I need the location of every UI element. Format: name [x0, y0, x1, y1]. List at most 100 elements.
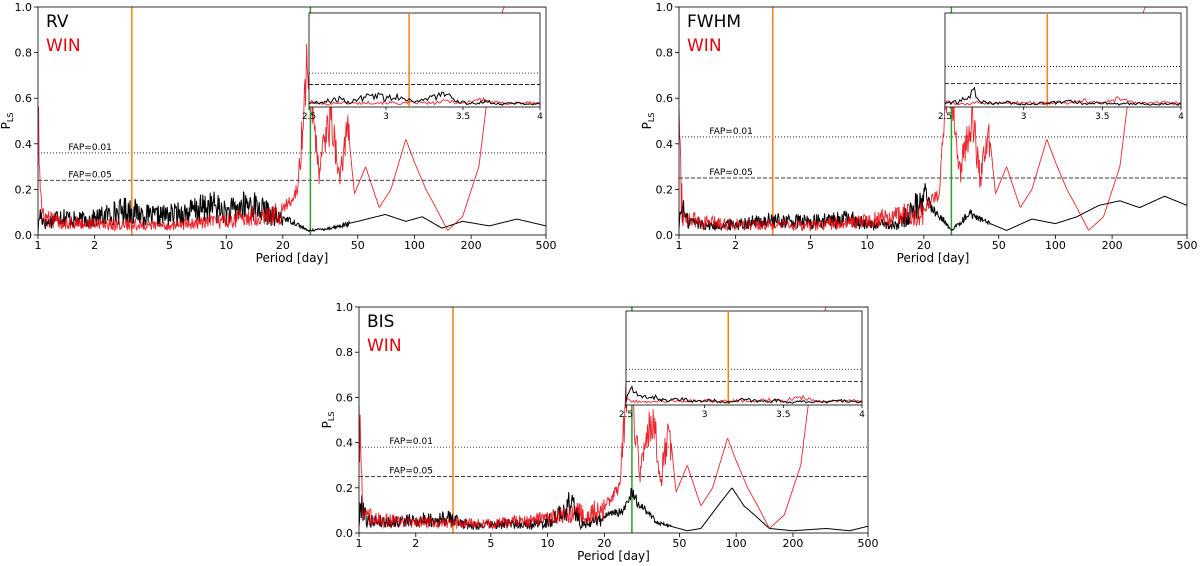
axes-frame — [358, 306, 869, 534]
inset-x-tick-label: 3.5 — [776, 410, 790, 420]
legend-entry-fwhm: FWHM — [687, 12, 741, 32]
x-tick-label: 50 — [351, 239, 365, 252]
y-axis-label: PLS — [0, 113, 15, 130]
fap-label: FAP=0.05 — [709, 168, 753, 178]
x-tick-label: 5 — [487, 537, 494, 550]
x-axis-label: Period [day] — [256, 251, 329, 265]
x-tick-label: 1 — [676, 239, 683, 252]
x-tick-label: 20 — [917, 239, 931, 252]
x-tick-label: 100 — [726, 537, 747, 550]
x-tick-label: 5 — [166, 239, 173, 252]
y-tick-label: 0.0 — [15, 229, 33, 242]
y-tick-label: 0.4 — [336, 437, 354, 450]
inset-frame — [944, 12, 1182, 108]
inset-x-tick-label: 2.5 — [938, 112, 952, 122]
y-tick-label: 0.8 — [656, 47, 674, 60]
inset-x-tick-label: 3 — [383, 112, 389, 122]
inset-series-black — [309, 91, 540, 106]
y-tick-label: 0.2 — [336, 482, 354, 495]
x-tick-label: 10 — [219, 239, 233, 252]
x-tick-label: 1 — [356, 537, 363, 550]
chart-panel-rv: FAP=0.01 FAP=0.05 1 2 5 10 20 50 100 200 500 0.0 0.2… — [0, 1, 557, 265]
legend-entry-bis: BIS — [367, 312, 394, 332]
series-win-line — [359, 307, 868, 531]
y-tick-label: 0.6 — [656, 92, 674, 105]
y-tick-label: 0.0 — [336, 527, 354, 540]
x-axis-label: Period [day] — [577, 549, 650, 563]
y-tick-label: 0.6 — [336, 391, 354, 404]
inset-panel: 2.5 3 3.5 4 — [938, 12, 1184, 122]
x-tick-label: 10 — [860, 239, 874, 252]
inset-plot-area — [945, 13, 1181, 107]
y-axis-label-subscript: LS — [647, 113, 656, 123]
legend-entry-win: WIN — [46, 36, 81, 56]
y-tick-label: 0.8 — [15, 47, 33, 60]
y-tick-label: 0.4 — [15, 138, 33, 151]
chart-panel-bis: FAP=0.01 FAP=0.05 1 2 5 10 20 50 100 200 500 0.0 0.2… — [320, 301, 879, 563]
series-rv-line — [38, 191, 546, 233]
x-tick-label: 2 — [91, 239, 98, 252]
y-axis-label: PLS — [320, 412, 336, 429]
x-tick-label: 2 — [412, 537, 419, 550]
x-tick-label: 50 — [672, 537, 686, 550]
inset-series-black — [626, 385, 862, 404]
x-axis-label: Period [day] — [897, 251, 970, 265]
inset-series-black — [945, 86, 1181, 106]
legend-entry-win: WIN — [367, 336, 402, 356]
x-tick-label: 500 — [858, 537, 879, 550]
x-tick-label: 20 — [276, 239, 290, 252]
y-tick-label: 1.0 — [336, 301, 354, 314]
inset-x-tick-label: 3.5 — [1095, 112, 1109, 122]
chart-panel-fwhm: FAP=0.01 FAP=0.05 1 2 5 10 20 50 100 200 500 0.0 0.2… — [640, 1, 1198, 265]
y-tick-label: 1.0 — [656, 1, 674, 14]
axes-frame — [678, 6, 1188, 236]
x-tick-label: 200 — [782, 537, 803, 550]
y-tick-label: 1.0 — [15, 1, 33, 14]
legend-entry-rv: RV — [46, 12, 69, 32]
y-axis-label: PLS — [640, 113, 656, 130]
fap-label: FAP=0.05 — [68, 170, 112, 180]
fap-label: FAP=0.01 — [709, 127, 753, 137]
series-win-line — [679, 7, 1187, 232]
x-tick-label: 50 — [992, 239, 1006, 252]
x-tick-label: 10 — [541, 537, 555, 550]
y-tick-label: 0.2 — [656, 183, 674, 196]
inset-panel: 2.5 3 3.5 4 — [302, 12, 543, 122]
x-tick-label: 100 — [1045, 239, 1066, 252]
y-tick-label: 0.8 — [336, 346, 354, 359]
inset-series-red — [309, 96, 540, 106]
x-tick-label: 1 — [35, 239, 42, 252]
y-axis-label-subscript: LS — [6, 113, 15, 123]
fap-label: FAP=0.05 — [389, 467, 433, 477]
y-tick-label: 0.4 — [656, 138, 674, 151]
axes-frame — [37, 6, 547, 236]
inset-plot-area — [626, 311, 862, 405]
x-tick-label: 2 — [732, 239, 739, 252]
inset-x-tick-label: 2.5 — [619, 410, 633, 420]
x-tick-label: 20 — [597, 537, 611, 550]
y-tick-label: 0.2 — [15, 183, 33, 196]
x-tick-label: 100 — [404, 239, 425, 252]
inset-x-tick-label: 4 — [537, 112, 543, 122]
inset-x-tick-label: 3 — [702, 410, 708, 420]
inset-x-tick-label: 4 — [859, 410, 865, 420]
inset-x-tick-label: 3.5 — [456, 112, 470, 122]
x-tick-label: 200 — [1102, 239, 1123, 252]
inset-x-tick-label: 2.5 — [302, 112, 316, 122]
inset-x-tick-label: 3 — [1021, 112, 1027, 122]
x-tick-label: 5 — [807, 239, 814, 252]
inset-x-tick-label: 4 — [1178, 112, 1184, 122]
legend-entry-win: WIN — [687, 36, 722, 56]
x-tick-label: 500 — [1177, 239, 1198, 252]
x-tick-label: 200 — [461, 239, 482, 252]
fap-label: FAP=0.01 — [68, 143, 112, 153]
inset-panel: 2.5 3 3.5 4 — [619, 310, 865, 420]
x-tick-label: 500 — [536, 239, 557, 252]
series-win-line — [38, 7, 546, 232]
inset-frame — [308, 12, 541, 108]
plot-area — [38, 7, 546, 235]
y-tick-label: 0.0 — [656, 229, 674, 242]
inset-frame — [625, 310, 863, 406]
fap-label: FAP=0.01 — [389, 437, 433, 447]
